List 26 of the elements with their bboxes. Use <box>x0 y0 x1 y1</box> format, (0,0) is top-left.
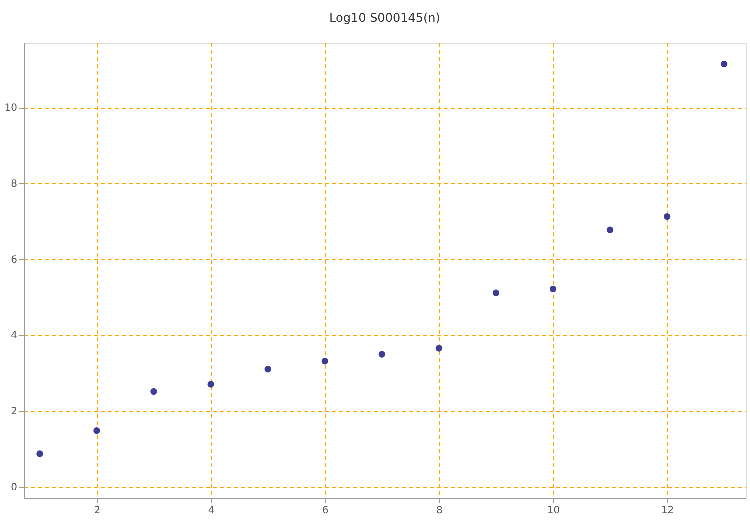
x-tick-label: 8 <box>436 506 443 516</box>
point <box>550 286 557 293</box>
y-tick-label: 2 <box>11 406 18 418</box>
y-tick-label: 0 <box>11 482 18 494</box>
point <box>720 60 728 68</box>
point <box>664 213 671 220</box>
point <box>264 366 272 373</box>
point <box>436 345 443 352</box>
point <box>492 290 500 296</box>
y-tick-label: 4 <box>11 330 18 342</box>
x-tick-label: 6 <box>322 506 329 516</box>
x-tick-label: 10 <box>547 506 560 516</box>
point <box>322 358 328 365</box>
x-tick-label: 4 <box>208 506 215 516</box>
x-tick-label: 12 <box>661 506 674 516</box>
point <box>94 427 100 434</box>
point <box>208 381 214 388</box>
chart-title: Log10 S000145(n) <box>330 11 440 25</box>
point <box>378 351 386 358</box>
y-tick-label: 8 <box>11 178 18 190</box>
point <box>36 450 44 458</box>
point <box>606 226 614 234</box>
x-tick-label: 2 <box>94 506 101 516</box>
y-tick-label: 6 <box>11 254 18 266</box>
point <box>150 388 158 396</box>
y-tick-label: 10 <box>4 103 18 114</box>
